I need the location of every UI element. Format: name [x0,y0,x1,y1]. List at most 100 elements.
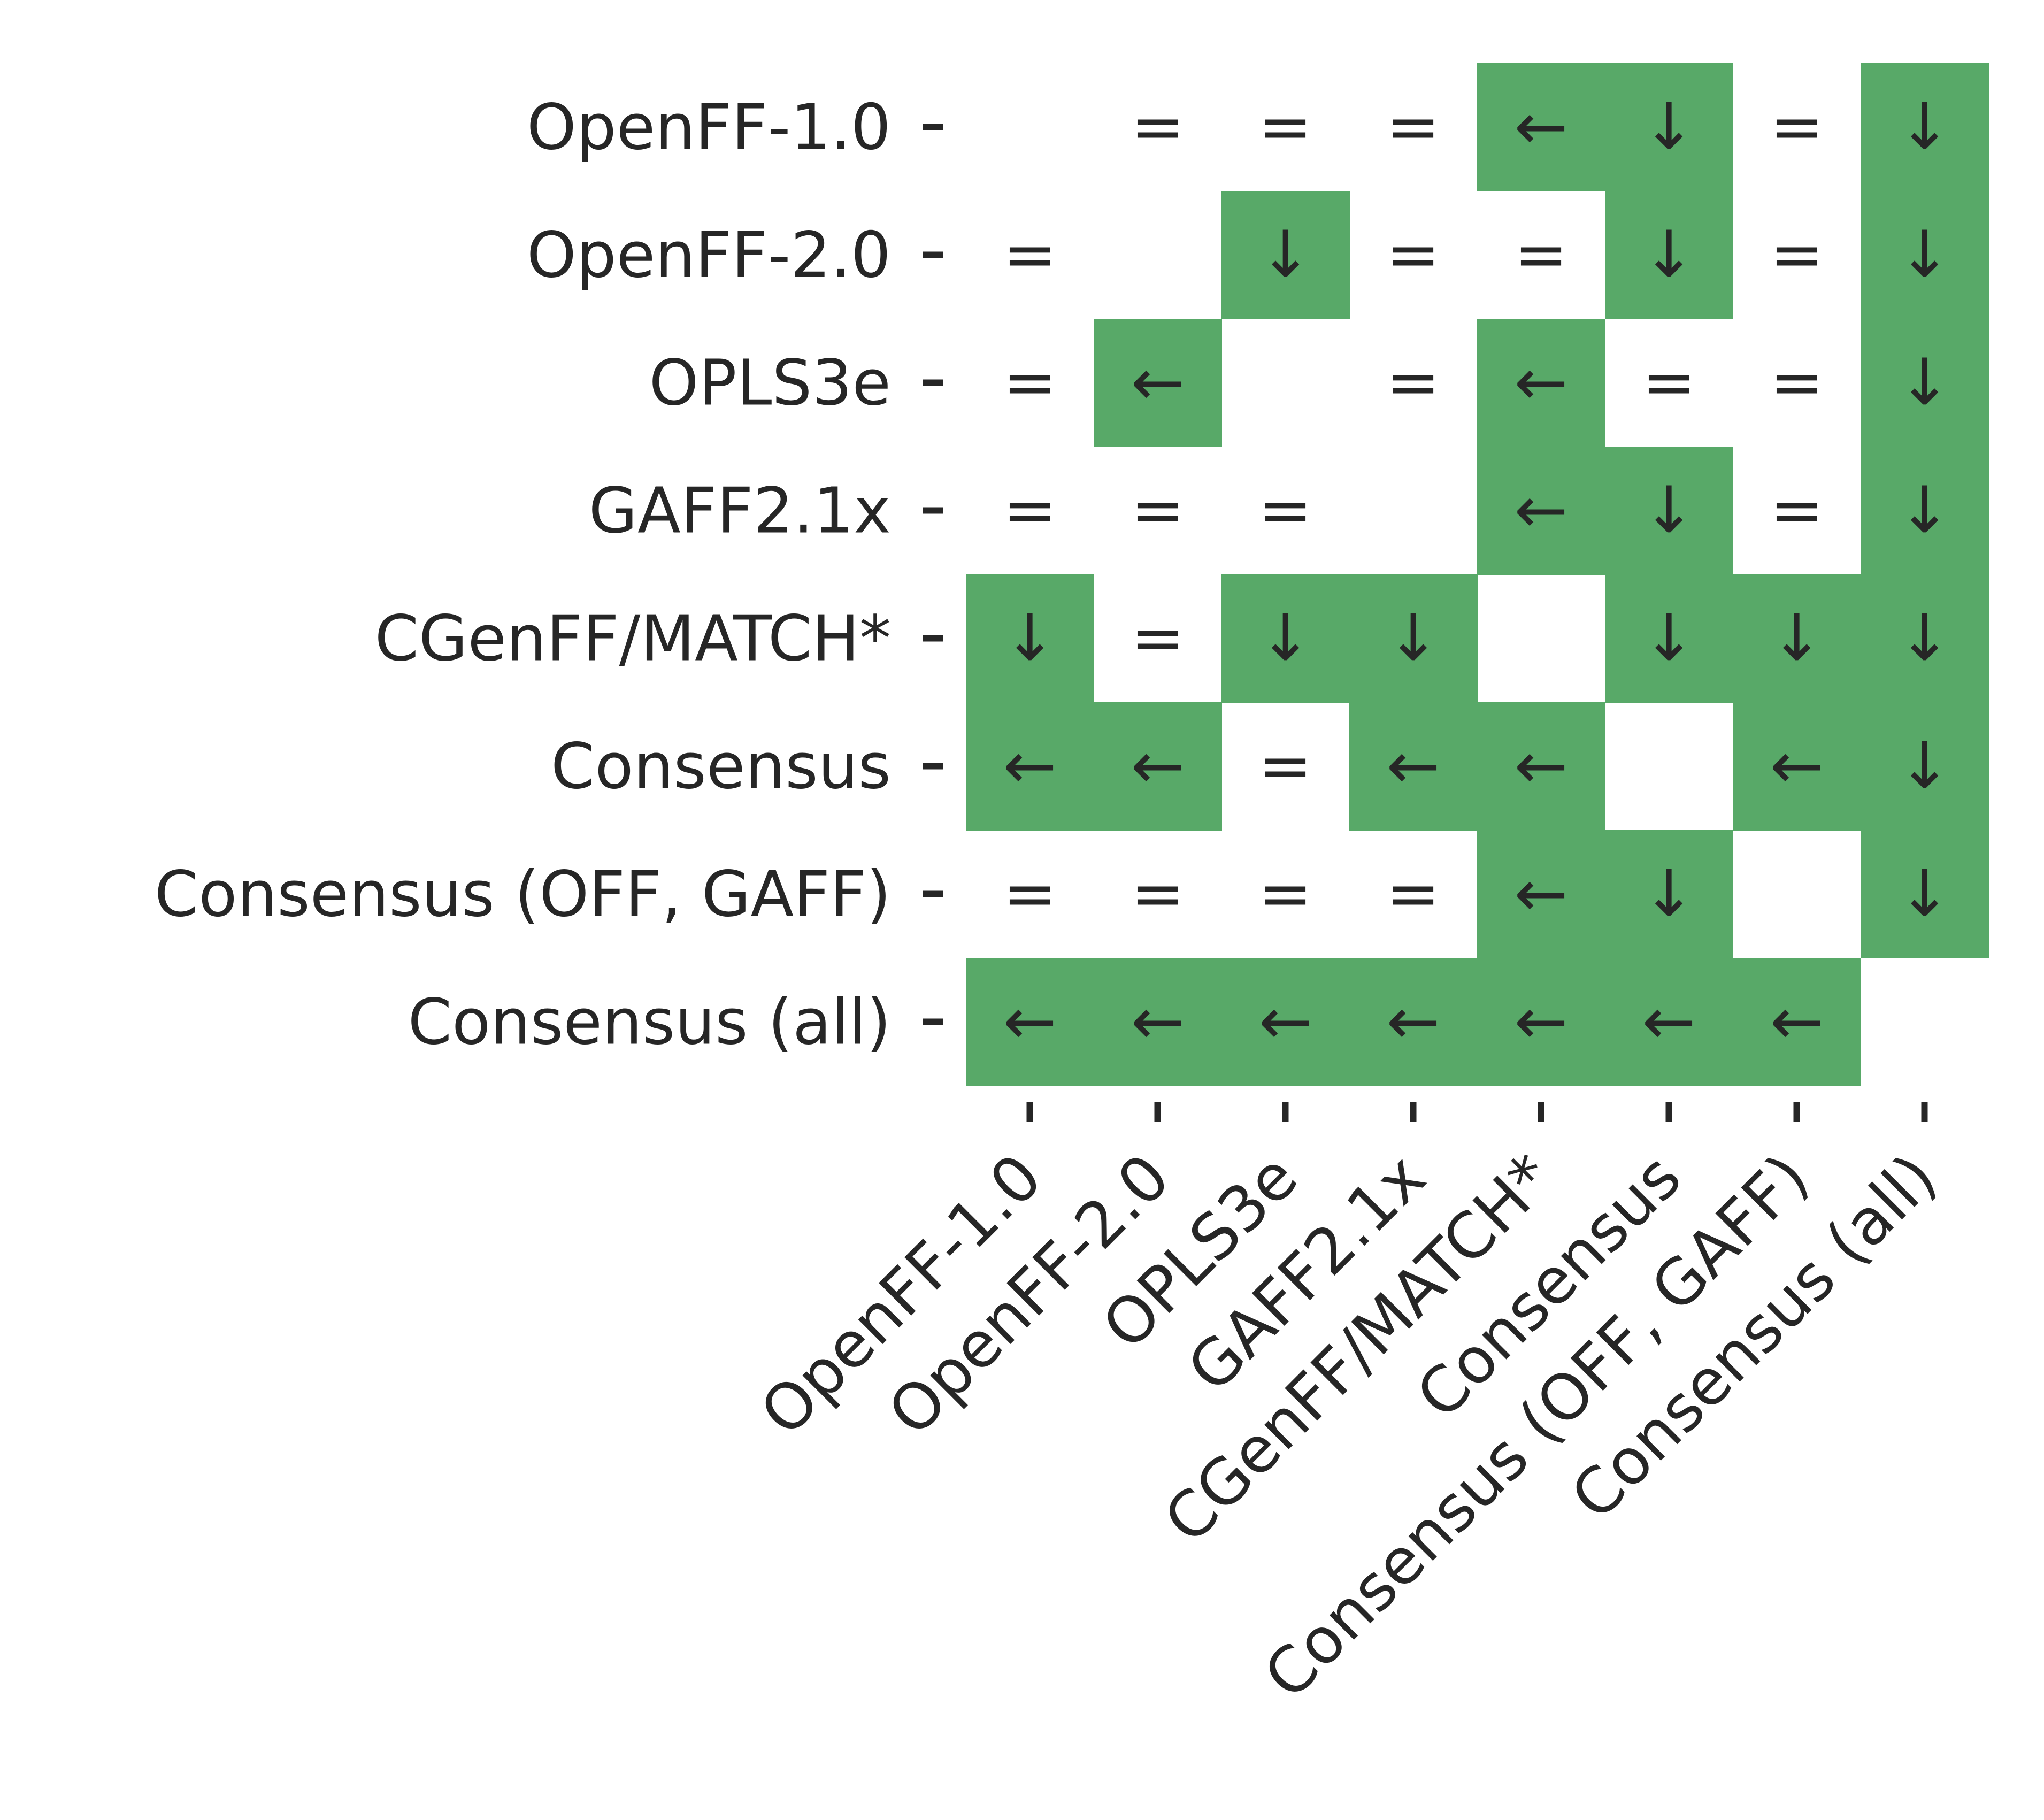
cell-symbol-6-4: ← [1514,857,1568,931]
heatmap-cell-1-2 [1221,191,1350,319]
heatmap-cells [966,63,1989,1086]
heatmap-cell-2-4 [1477,319,1605,447]
heatmap-cell-3-5 [1605,447,1733,575]
heatmap-cell-2-7 [1861,319,1989,447]
heatmap-cell-5-3 [1349,702,1478,831]
heatmap-cell-4-3 [1349,574,1478,703]
cell-symbol-1-2: ↓ [1258,218,1312,292]
heatmap-cell-4-7 [1861,574,1989,703]
heatmap-cell-7-6 [1733,958,1861,1086]
cell-symbol-4-7: ↓ [1897,601,1951,675]
cell-symbol-2-1: ← [1131,345,1185,420]
y-tick-label: GAFF2.1x [589,474,891,548]
cell-symbol-0-6: = [1770,90,1824,164]
heatmap-cell-6-5 [1605,830,1733,958]
cell-symbol-3-5: ↓ [1642,473,1696,548]
cell-symbol-1-6: = [1770,218,1824,292]
cell-symbol-6-7: ↓ [1897,857,1951,931]
cell-symbol-1-4: = [1514,218,1568,292]
cell-symbol-0-4: ← [1514,90,1568,164]
cell-symbol-7-1: ← [1131,985,1185,1059]
heatmap-cell-5-6 [1733,702,1861,831]
heatmap-cell-4-6 [1733,574,1861,703]
y-tick-label: Consensus (OFF, GAFF) [155,857,891,931]
heatmap-cell-7-5 [1605,958,1733,1086]
y-tick-label: Consensus [551,729,891,803]
cell-symbol-7-3: ← [1386,985,1440,1059]
cell-symbol-6-5: ↓ [1642,857,1696,931]
cell-symbol-5-3: ← [1386,729,1440,803]
heatmap-cell-2-1 [1094,319,1222,447]
heatmap-cell-6-4 [1477,830,1605,958]
heatmap-cell-7-1 [1094,958,1222,1086]
heatmap-cell-4-0 [966,574,1094,703]
y-tick-label: OpenFF-1.0 [527,90,891,164]
heatmap-cell-5-1 [1094,702,1222,831]
heatmap-cell-0-4 [1477,63,1605,191]
cell-symbol-3-6: = [1770,473,1824,548]
cell-symbol-4-5: ↓ [1642,601,1696,675]
cell-symbol-0-3: = [1386,90,1440,164]
cell-symbol-3-1: = [1131,473,1185,548]
cell-symbol-1-5: ↓ [1642,218,1696,292]
heatmap-cell-3-4 [1477,447,1605,575]
cell-symbol-3-0: = [1003,473,1057,548]
y-tick-label: OPLS3e [649,346,891,420]
cell-symbol-5-6: ← [1770,729,1824,803]
heatmap-cell-7-4 [1477,958,1605,1086]
heatmap-cell-5-0 [966,702,1094,831]
cell-symbol-7-4: ← [1514,985,1568,1059]
heatmap-cell-1-7 [1861,191,1989,319]
cell-symbol-6-3: = [1386,857,1440,931]
heatmap-cell-5-7 [1861,702,1989,831]
cell-symbol-4-6: ↓ [1770,601,1824,675]
y-tick-label: CGenFF/MATCH* [375,602,891,675]
cell-symbol-7-5: ← [1642,985,1696,1059]
cell-symbol-5-1: ← [1131,729,1185,803]
cell-symbol-0-7: ↓ [1897,90,1951,164]
cell-symbol-5-7: ↓ [1897,729,1951,803]
cell-symbol-2-7: ↓ [1897,345,1951,420]
cell-symbol-5-2: = [1258,729,1312,803]
cell-symbol-6-2: = [1258,857,1312,931]
cell-symbols: = = = ← ↓ = ↓ = ↓ = = ↓ = ↓ = ← = ← = = ↓ = = = ← ↓ = ↓ ↓ = ↓ ↓ ↓ ↓ ↓ ← ← = ← ←… [1003,90,1951,1059]
y-axis: OpenFF-1.0 OpenFF-2.0 OPLS3e GAFF2.1x CGenFF… [155,90,943,1059]
heatmap-cell-6-7 [1861,830,1989,958]
y-tick-label: Consensus (all) [408,985,891,1059]
heatmap-cell-1-5 [1605,191,1733,319]
cell-symbol-1-0: = [1003,218,1057,292]
cell-symbol-5-4: ← [1514,729,1568,803]
cell-symbol-4-0: ↓ [1003,601,1057,675]
cell-symbol-4-1: = [1131,601,1185,675]
cell-symbol-6-1: = [1131,857,1185,931]
cell-symbol-5-0: ← [1003,729,1057,803]
heatmap-cell-0-7 [1861,63,1989,191]
heatmap-cell-0-5 [1605,63,1733,191]
cell-symbol-7-6: ← [1770,985,1824,1059]
cell-symbol-0-2: = [1258,90,1312,164]
cell-symbol-1-3: = [1386,218,1440,292]
heatmap-cell-7-0 [966,958,1094,1086]
heatmap-cell-7-3 [1349,958,1478,1086]
y-tick-label: OpenFF-2.0 [527,218,891,292]
x-axis: OpenFF-1.0OpenFF-2.0OPLS3eGAFF2.1xCGenFF… [746,1102,1950,1713]
cell-symbol-0-1: = [1131,90,1185,164]
cell-symbol-0-5: ↓ [1642,90,1696,164]
cell-symbol-7-0: ← [1003,985,1057,1059]
heatmap-cell-4-2 [1221,574,1350,703]
cell-symbol-4-2: ↓ [1258,601,1312,675]
cell-symbol-2-5: = [1642,345,1696,420]
cell-symbol-3-2: = [1258,473,1312,548]
cell-symbol-2-3: = [1386,345,1440,420]
cell-symbol-2-6: = [1770,345,1824,420]
cell-symbol-2-4: ← [1514,345,1568,420]
heatmap-cell-5-4 [1477,702,1605,831]
cell-symbol-4-3: ↓ [1386,601,1440,675]
cell-symbol-1-7: ↓ [1897,218,1951,292]
cell-symbol-3-7: ↓ [1897,473,1951,548]
cell-symbol-2-0: = [1003,345,1057,420]
heatmap-cell-3-7 [1861,447,1989,575]
cell-symbol-3-4: ← [1514,473,1568,548]
cell-symbol-6-0: = [1003,857,1057,931]
